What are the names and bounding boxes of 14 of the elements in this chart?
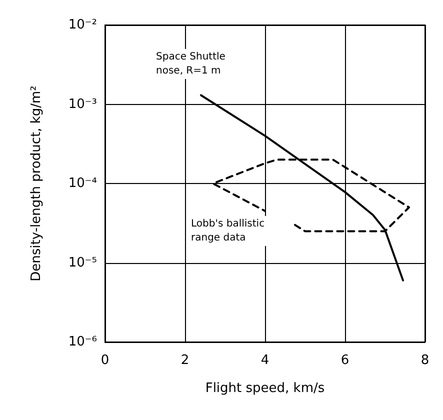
y-axis-title: Density-length product, kg/m² xyxy=(29,86,44,282)
y-tick-label: 10⁻⁵ xyxy=(68,255,97,270)
x-tick-label: 0 xyxy=(100,353,110,368)
y-tick-label: 10⁻³ xyxy=(68,96,97,112)
y-tick-label: 10⁻² xyxy=(68,18,97,32)
annotation: Lobb's ballistic range data xyxy=(191,218,265,244)
x-axis-title: Flight speed, km/s xyxy=(205,381,325,396)
annotation: Space Shuttle nose, R=1 m xyxy=(156,52,226,76)
x-tick-label: 4 xyxy=(260,353,270,368)
y-tick-label: 10⁻⁴ xyxy=(68,176,97,191)
x-tick-label: 2 xyxy=(180,353,190,368)
x-tick-label: 6 xyxy=(340,353,350,368)
y-tick-label: 10⁻⁶ xyxy=(68,334,97,350)
x-tick-label: 8 xyxy=(420,353,430,368)
